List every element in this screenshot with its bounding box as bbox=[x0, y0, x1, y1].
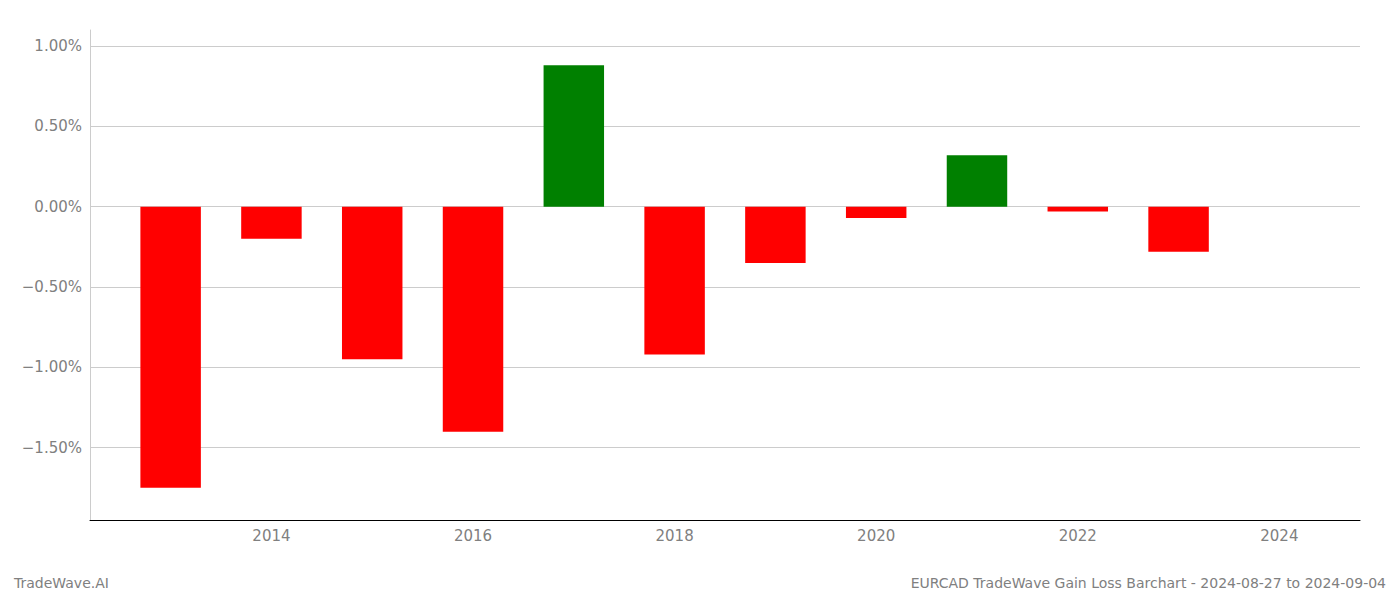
svg-text:−1.50%: −1.50% bbox=[22, 439, 82, 457]
svg-text:0.00%: 0.00% bbox=[34, 198, 82, 216]
svg-text:2018: 2018 bbox=[656, 527, 694, 545]
svg-text:−0.50%: −0.50% bbox=[22, 278, 82, 296]
svg-text:2016: 2016 bbox=[454, 527, 492, 545]
svg-text:TradeWave.AI: TradeWave.AI bbox=[13, 575, 109, 591]
svg-text:2014: 2014 bbox=[252, 527, 290, 545]
svg-text:1.00%: 1.00% bbox=[34, 37, 82, 55]
svg-text:0.50%: 0.50% bbox=[34, 117, 82, 135]
svg-text:−1.00%: −1.00% bbox=[22, 358, 82, 376]
svg-text:2024: 2024 bbox=[1260, 527, 1298, 545]
svg-text:2022: 2022 bbox=[1059, 527, 1097, 545]
svg-text:EURCAD TradeWave Gain Loss Bar: EURCAD TradeWave Gain Loss Barchart - 20… bbox=[911, 575, 1386, 591]
svg-text:2020: 2020 bbox=[857, 527, 895, 545]
